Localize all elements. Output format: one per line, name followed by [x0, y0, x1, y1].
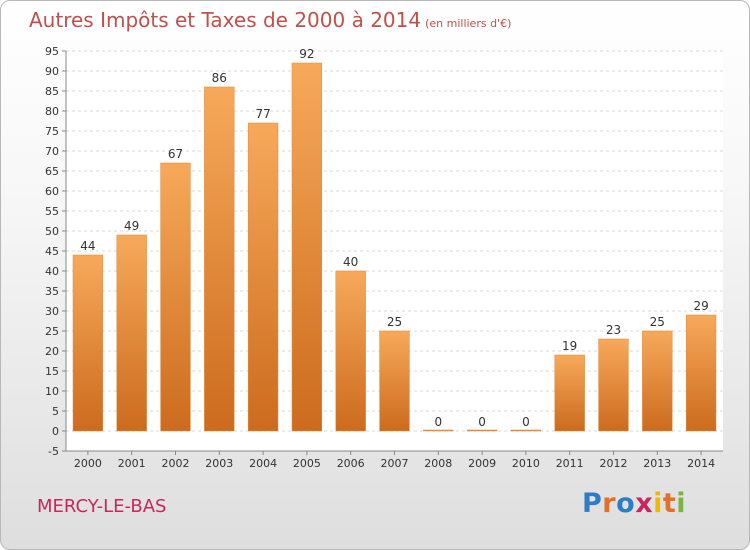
- bar-value-label: 92: [299, 47, 314, 61]
- logo-letter: r: [602, 488, 617, 519]
- bar-2009: [466, 429, 498, 432]
- bar-value-label: 23: [606, 323, 621, 337]
- x-tick-label: 2005: [293, 457, 321, 470]
- chart-title: Autres Impôts et Taxes de 2000 à 2014 (en…: [29, 8, 511, 32]
- bar-value-label: 44: [80, 239, 95, 253]
- y-tick-label: 30: [45, 305, 59, 318]
- y-tick-label: 25: [45, 325, 59, 338]
- x-tick-label: 2012: [600, 457, 628, 470]
- y-tick-label: 95: [45, 45, 59, 58]
- bar-2002: [160, 162, 191, 432]
- x-tick-label: 2003: [205, 457, 233, 470]
- y-tick-label: 55: [45, 205, 59, 218]
- x-tick-label: 2004: [249, 457, 277, 470]
- y-tick-label: 65: [45, 165, 59, 178]
- bar-value-label: 0: [434, 415, 442, 429]
- bar-2006: [335, 270, 366, 432]
- bar-2000: [72, 254, 104, 432]
- bar-value-label: 25: [387, 315, 402, 329]
- y-tick-label: 90: [45, 65, 59, 78]
- logo-letter: i: [653, 488, 663, 519]
- x-tick-label: 2007: [381, 457, 409, 470]
- bar-2007: [379, 330, 410, 432]
- x-tick-label: 2001: [118, 457, 146, 470]
- x-tick-label: 2013: [643, 457, 671, 470]
- logo-letter: P: [582, 488, 603, 519]
- logo-letter: o: [616, 488, 636, 519]
- y-tick-label: 45: [45, 245, 59, 258]
- y-tick-label: 80: [45, 105, 59, 118]
- bar-2014: [685, 314, 717, 432]
- bar-2008: [423, 429, 454, 432]
- bar-2003: [204, 86, 235, 432]
- bar-2011: [554, 354, 585, 432]
- bar-value-label: 0: [478, 415, 486, 429]
- bar-2010: [510, 429, 542, 432]
- logo-letter: t: [662, 488, 677, 519]
- logo-letter: i: [676, 488, 687, 519]
- y-tick-label: -5: [48, 445, 59, 458]
- x-tick-label: 2010: [512, 457, 540, 470]
- chart-title-text: Autres Impôts et Taxes de 2000 à 2014: [29, 8, 422, 32]
- bar-2012: [598, 338, 629, 432]
- y-tick-label: 40: [45, 265, 59, 278]
- x-tick-label: 2000: [74, 457, 102, 470]
- bar-2001: [116, 234, 147, 432]
- commune-name: MERCY-LE-BAS: [37, 496, 167, 517]
- y-tick-label: 10: [45, 385, 59, 398]
- x-tick-label: 2006: [337, 457, 365, 470]
- bar-value-label: 86: [212, 71, 227, 85]
- bar-value-label: 49: [124, 219, 139, 233]
- y-tick-label: 5: [52, 405, 59, 418]
- y-tick-label: 50: [45, 225, 59, 238]
- y-tick-label: 60: [45, 185, 59, 198]
- bar-2005: [291, 62, 323, 432]
- x-tick-label: 2011: [556, 457, 584, 470]
- x-tick-label: 2002: [162, 457, 190, 470]
- bar-2004: [247, 122, 279, 432]
- bar-2013: [642, 330, 673, 432]
- x-tick-label: 2008: [424, 457, 452, 470]
- chart-unit: (en milliers d'€): [425, 17, 512, 30]
- x-tick-label: 2009: [468, 457, 496, 470]
- bar-value-label: 77: [255, 107, 270, 121]
- x-tick-label: 2014: [687, 457, 715, 470]
- y-tick-label: 70: [45, 145, 59, 158]
- bar-value-label: 25: [650, 315, 665, 329]
- y-tick-label: 75: [45, 125, 59, 138]
- bar-value-label: 67: [168, 147, 183, 161]
- proxiti-logo: Proxiti: [582, 488, 686, 519]
- bar-value-label: 0: [522, 415, 530, 429]
- bar-value-label: 40: [343, 255, 358, 269]
- y-tick-label: 35: [45, 285, 59, 298]
- y-tick-label: 20: [45, 345, 59, 358]
- y-tick-label: 0: [52, 425, 59, 438]
- logo-letter: x: [635, 488, 654, 519]
- bar-value-label: 19: [562, 339, 577, 353]
- y-tick-label: 85: [45, 85, 59, 98]
- bar-value-label: 29: [693, 299, 708, 313]
- y-tick-label: 15: [45, 365, 59, 378]
